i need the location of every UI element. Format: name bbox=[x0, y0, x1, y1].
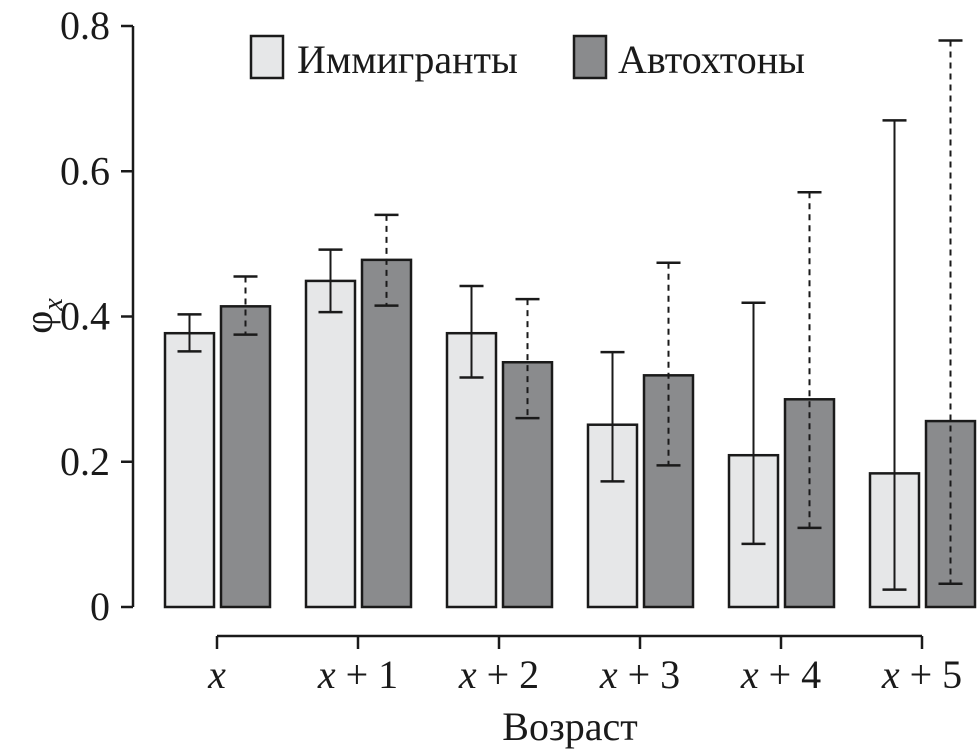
x-tick-label-num: 4 bbox=[801, 652, 821, 697]
legend-swatch-autochthons bbox=[572, 34, 608, 80]
bar-immigrants bbox=[304, 279, 357, 609]
bar-autochthons bbox=[642, 374, 695, 609]
legend-label-immigrants: Иммигранты bbox=[297, 37, 518, 82]
y-axis-ticks: 0 0.2 0.4 0.6 0.8 bbox=[60, 3, 133, 629]
x-tick-label: x + 5 bbox=[881, 652, 962, 697]
error-bar-immigrants bbox=[459, 284, 484, 379]
y-tick-label: 0 bbox=[90, 584, 110, 629]
x-tick-label-op: + bbox=[618, 652, 661, 697]
legend: Иммигранты Автохтоны bbox=[249, 34, 805, 82]
bars-group bbox=[163, 258, 977, 609]
y-axis-title-subscript: x bbox=[38, 298, 69, 312]
error-bar-immigrants bbox=[318, 248, 343, 314]
bar-autochthons bbox=[219, 305, 272, 609]
error-bar-autochthons bbox=[374, 213, 399, 307]
error-bar-autochthons bbox=[656, 261, 681, 467]
x-tick-label: x + 4 bbox=[740, 652, 821, 697]
x-tick-label-var: x bbox=[881, 652, 900, 697]
svg-text:φx: φx bbox=[16, 298, 69, 334]
x-axis-title: Возраст bbox=[502, 704, 637, 749]
y-tick-label: 0.6 bbox=[60, 148, 110, 193]
x-tick-label: x + 1 bbox=[317, 652, 398, 697]
x-tick-label-var: x bbox=[317, 652, 336, 697]
legend-swatch-immigrants bbox=[249, 34, 285, 80]
x-tick-label-num: 2 bbox=[519, 652, 539, 697]
x-tick-label-var: x bbox=[207, 652, 226, 697]
y-tick-label: 0.4 bbox=[60, 294, 110, 339]
x-tick-label-var: x bbox=[599, 652, 618, 697]
bar-autochthons bbox=[360, 258, 413, 609]
x-tick-label-op: + bbox=[759, 652, 802, 697]
x-tick-label: x bbox=[207, 652, 226, 697]
x-tick-label-num: 3 bbox=[660, 652, 680, 697]
y-axis-title: φx bbox=[16, 298, 69, 334]
x-tick-label-var: x bbox=[458, 652, 477, 697]
y-tick-label: 0.8 bbox=[60, 3, 110, 48]
x-tick-label-op: + bbox=[900, 652, 943, 697]
x-tick-label: x + 2 bbox=[458, 652, 539, 697]
error-bar-autochthons bbox=[515, 297, 540, 420]
y-tick-label: 0.2 bbox=[60, 439, 110, 484]
error-bar-immigrants bbox=[177, 313, 202, 353]
error-bars-group bbox=[177, 39, 963, 591]
legend-label-autochthons: Автохтоны bbox=[618, 37, 805, 82]
error-bar-autochthons bbox=[797, 191, 822, 530]
x-tick-label-num: 5 bbox=[942, 652, 962, 697]
error-bar-autochthons bbox=[233, 275, 258, 336]
x-tick-label-op: + bbox=[336, 652, 379, 697]
error-bar-immigrants bbox=[600, 350, 625, 483]
error-bar-immigrants bbox=[882, 119, 907, 591]
x-tick-label-var: x bbox=[740, 652, 759, 697]
y-axis-title-base: φ bbox=[16, 311, 61, 334]
x-tick-label: x + 3 bbox=[599, 652, 680, 697]
x-tick-label-op: + bbox=[477, 652, 520, 697]
error-bar-immigrants bbox=[741, 301, 766, 546]
x-tick-label-num: 1 bbox=[378, 652, 398, 697]
error-bar-autochthons bbox=[938, 39, 963, 586]
bar-immigrants bbox=[163, 331, 216, 609]
